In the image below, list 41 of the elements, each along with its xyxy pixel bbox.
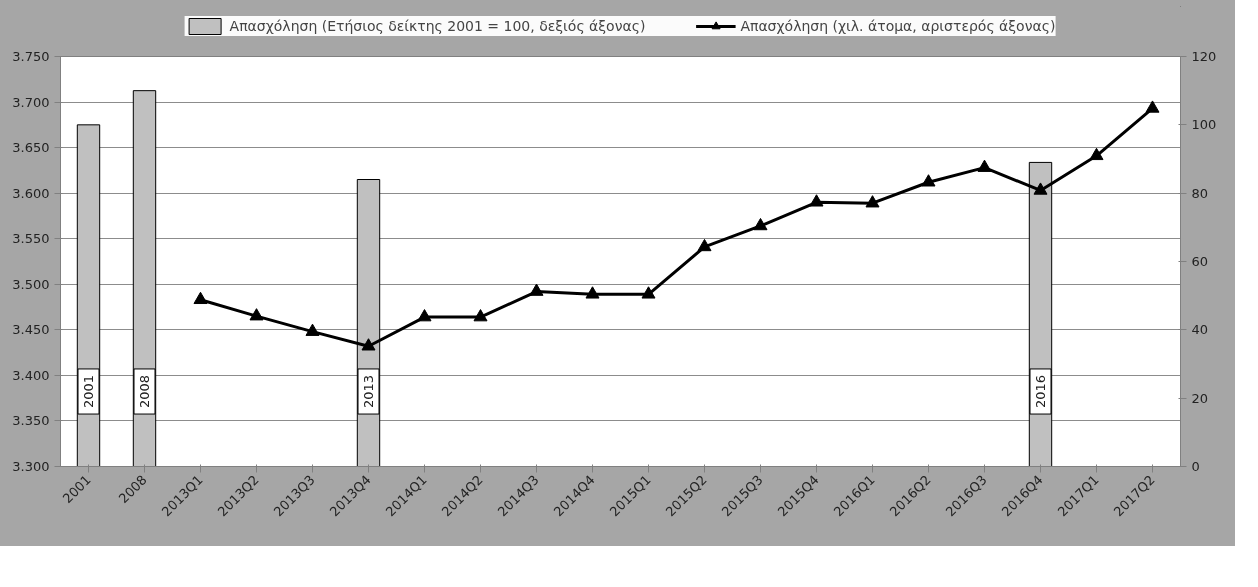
point [305,323,320,336]
legend-label: Απασχόληση (χιλ. άτομα, αριστερός άξονας) [740,18,1056,34]
y2-tick-label: 120 [1191,49,1217,64]
point [193,291,208,305]
point [921,174,936,187]
point [361,338,376,351]
y-tick-label: 3.650 [12,140,50,156]
annotation: 2013 [361,374,376,409]
annotation: 2001 [81,374,96,409]
y-tick-label: 3.600 [12,185,50,201]
legend-label: Απασχόληση (Ετήσιος δείκτης 2001 = 100, δεξιός άξονας) [229,18,646,34]
y-tick-label: 3.300 [12,459,50,474]
y2-tick-label: 0 [1191,459,1200,474]
annotation: 2016 [1033,374,1048,409]
y2-tick-label: 20 [1191,390,1209,406]
y2-tick-label: 80 [1191,185,1209,201]
point [417,309,432,322]
annotation: 2008 [137,374,152,409]
point [641,286,656,299]
point [697,238,712,252]
point [1033,182,1048,195]
point [809,194,824,207]
y-tick-label: 3.400 [12,367,50,383]
point [1089,147,1104,161]
y-tick-label: 3.350 [12,413,50,429]
point [585,286,600,299]
y-tick-label: 3.450 [12,322,50,338]
y-tick-label: 3.750 [12,49,50,64]
point [1145,100,1160,113]
point [473,309,488,322]
y2-tick-label: 100 [1191,117,1217,133]
point [753,217,768,231]
point [529,283,544,296]
point [977,159,992,172]
point [865,195,880,208]
y2-tick-label: 60 [1191,254,1209,269]
y2-tick-label: 40 [1191,322,1209,338]
y-tick-label: 3.700 [12,94,50,110]
point [249,308,264,321]
y-tick-label: 3.500 [12,276,50,292]
y-tick-label: 3.550 [12,231,50,247]
